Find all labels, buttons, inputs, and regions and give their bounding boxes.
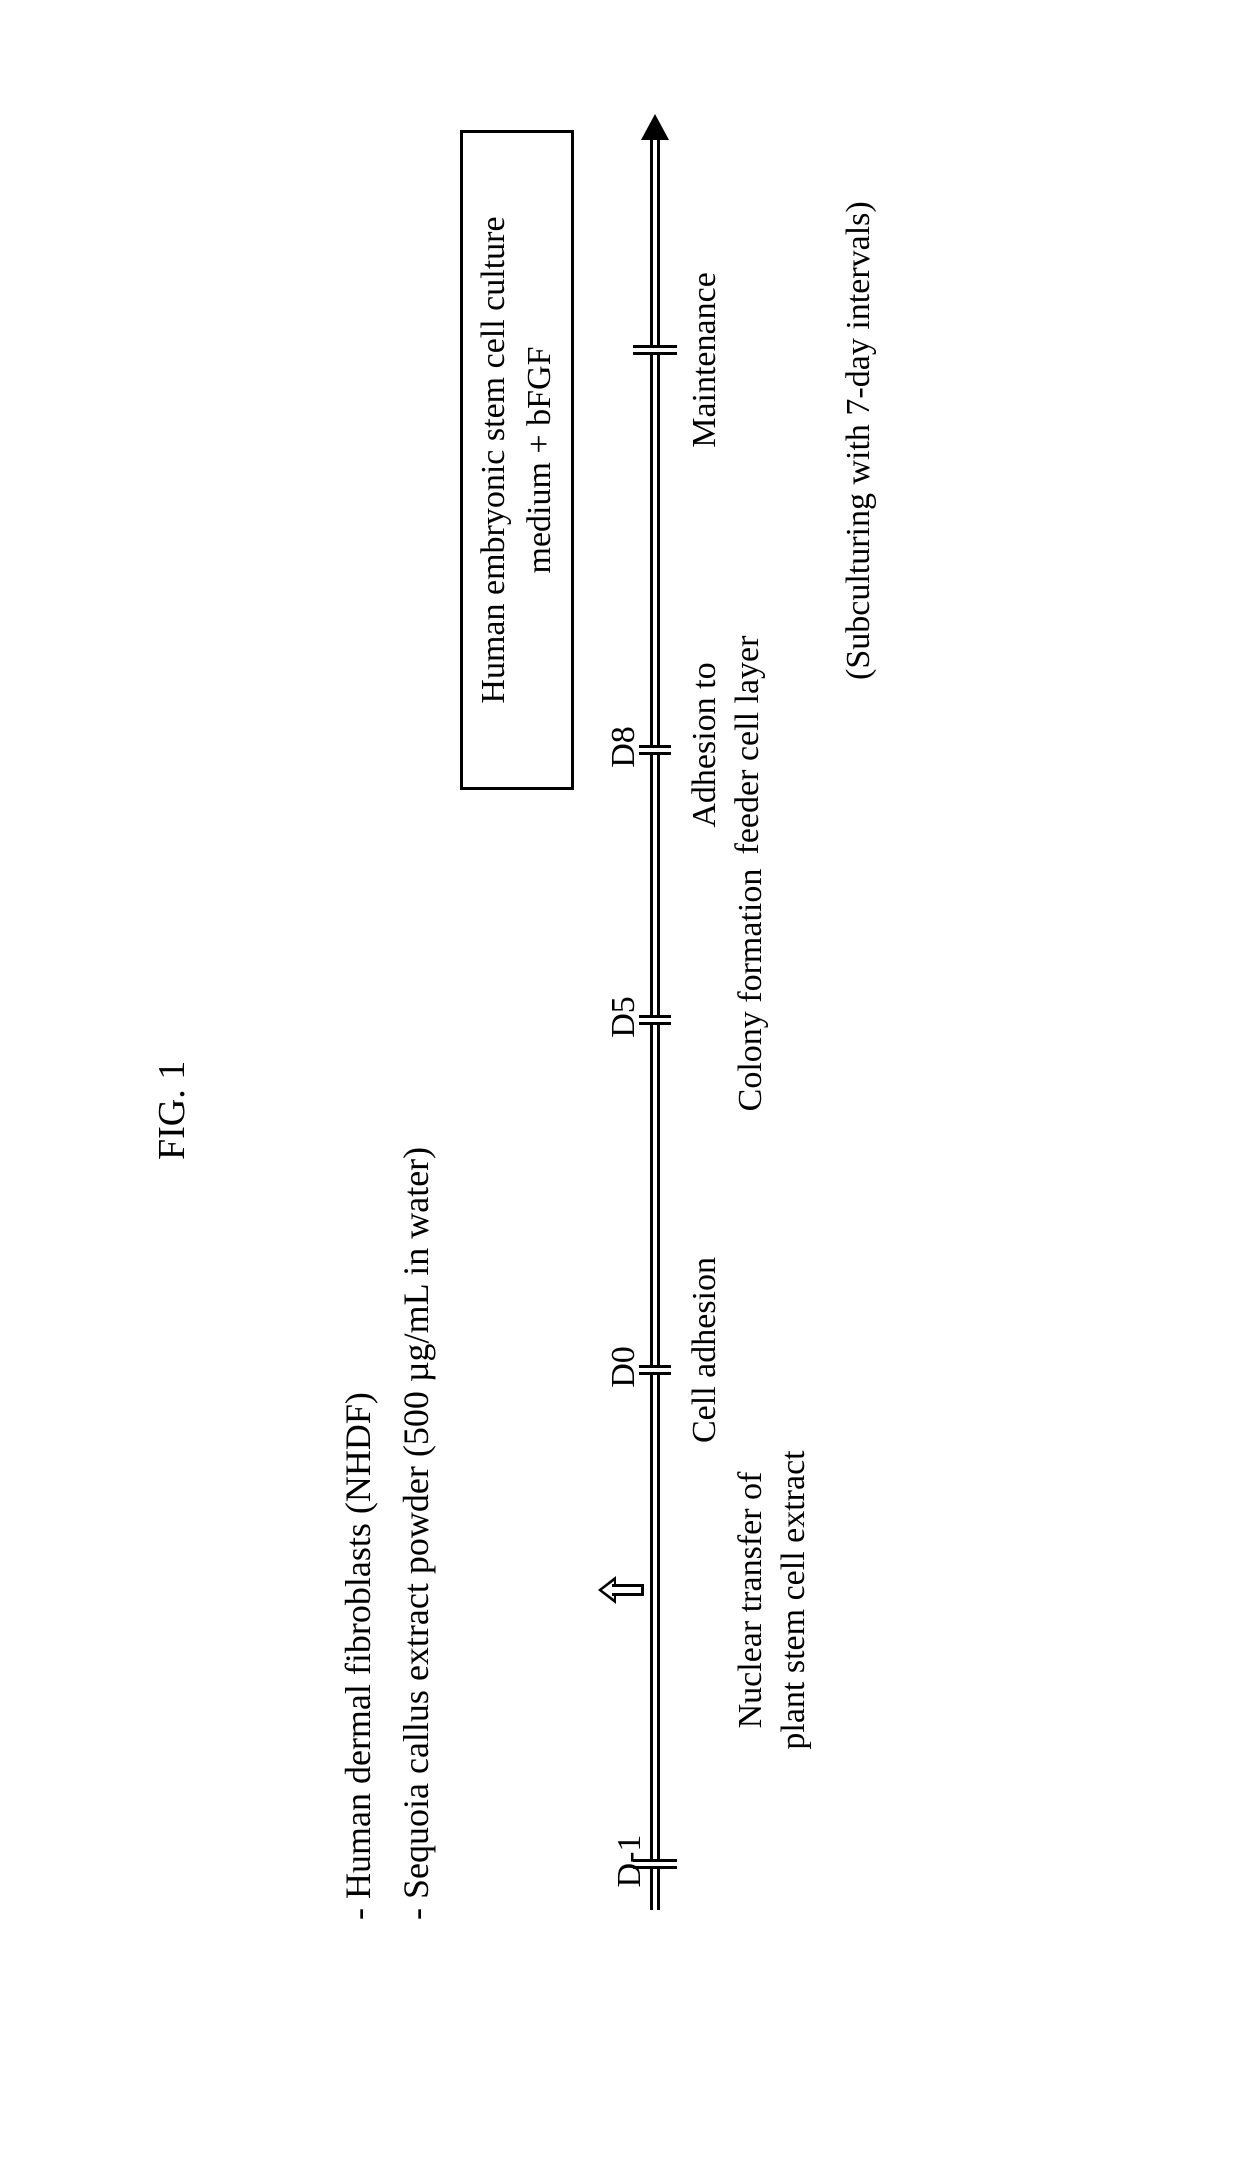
tick-label: D-1 — [611, 1835, 649, 1888]
timeline-tick: D8 — [639, 745, 671, 755]
phase-label: Adhesion to feeder cell layer — [684, 636, 769, 855]
medium-box: Human embryonic stem cell culture medium… — [460, 130, 574, 790]
timeline-tick: D0 — [639, 1365, 671, 1375]
timeline: D-1 D0 D5 D8 Nuclear transfer of plant s… — [650, 130, 651, 1910]
materials-list: - Human dermal fibroblasts (NHDF) - Sequ… — [330, 1147, 445, 1920]
materials-line: - Sequoia callus extract powder (500 µg/… — [388, 1147, 446, 1920]
medium-box-line: Human embryonic stem cell culture — [471, 151, 517, 769]
tick-label: D0 — [605, 1346, 643, 1388]
figure-title: FIG. 1 — [150, 1061, 194, 1160]
timeline-tick: D5 — [639, 1015, 671, 1025]
timeline-arrowhead-icon — [641, 114, 669, 140]
timeline-tick: D-1 — [633, 1859, 677, 1869]
medium-box-line: medium + bFGF — [517, 151, 563, 769]
phase-label: Cell adhesion — [684, 1257, 727, 1443]
phase-label: Colony formation — [730, 869, 773, 1112]
timeline-tick — [633, 345, 677, 355]
tick-label: D8 — [605, 726, 643, 768]
phase-label: Nuclear transfer of plant stem cell extr… — [730, 1450, 815, 1749]
phase-label: Maintenance — [684, 272, 727, 448]
tick-label: D5 — [605, 996, 643, 1038]
inject-arrow-icon — [598, 1579, 644, 1601]
subculturing-note: (Subculturing with 7-day intervals) — [840, 201, 878, 680]
materials-line: - Human dermal fibroblasts (NHDF) — [330, 1147, 388, 1920]
figure-stage: FIG. 1 - Human dermal fibroblasts (NHDF)… — [0, 0, 1240, 2180]
